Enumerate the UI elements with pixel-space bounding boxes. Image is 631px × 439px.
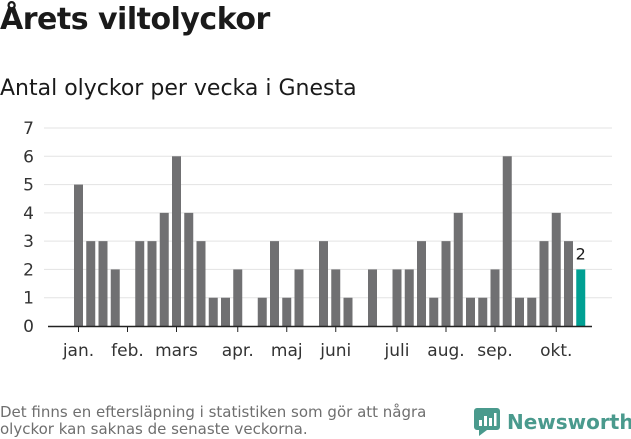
- chart-title: Årets viltolyckor: [0, 2, 270, 37]
- y-tick-label: 1: [23, 289, 34, 309]
- bar: [441, 241, 451, 326]
- bar: [429, 297, 439, 326]
- bar: [478, 297, 488, 326]
- bar: [159, 212, 169, 326]
- x-tick-label: aug.: [427, 341, 464, 360]
- bar: [527, 297, 537, 326]
- bar: [539, 241, 549, 326]
- bar: [453, 212, 463, 326]
- bar: [392, 269, 402, 326]
- bar: [466, 297, 475, 326]
- y-tick-label: 2: [23, 260, 34, 280]
- bar: [172, 156, 181, 326]
- x-tick-label: apr.: [222, 341, 254, 360]
- bar: [196, 241, 206, 326]
- x-tick-label: juni: [319, 341, 351, 360]
- bar: [147, 241, 157, 326]
- y-tick-label: 6: [23, 147, 34, 167]
- bar: [184, 212, 194, 326]
- bar: [368, 269, 377, 326]
- bar: [257, 297, 267, 326]
- bar: [564, 241, 573, 326]
- x-tick-label: juli: [384, 341, 410, 360]
- bar: [270, 241, 279, 326]
- bar-chart: 0 1 2 3 4 5 6 7 2 jan. feb. mars apr. maj juni juli aug.…: [23, 119, 612, 360]
- x-tick-label: jan.: [62, 341, 94, 360]
- newsworthy-brand[interactable]: Newsworthy: [474, 405, 631, 439]
- bar: [135, 241, 145, 326]
- newsworthy-logo-icon: [474, 408, 500, 436]
- bar: [110, 269, 120, 326]
- bar: [502, 156, 512, 326]
- x-tick-label: mars: [155, 341, 198, 360]
- brand-name: Newsworthy: [507, 410, 631, 434]
- bar: [331, 269, 341, 326]
- bar: [208, 297, 218, 326]
- x-tick-label: maj: [271, 341, 303, 360]
- bar: [343, 297, 353, 326]
- bar: [74, 184, 83, 326]
- bar: [221, 297, 230, 326]
- x-tick-label: okt.: [540, 341, 572, 360]
- chart-subtitle: Antal olyckor per vecka i Gnesta: [0, 76, 357, 101]
- bar-highlight: [576, 269, 586, 326]
- bar: [490, 269, 500, 326]
- bar: [294, 269, 304, 326]
- bar: [404, 269, 414, 326]
- bar: [282, 297, 292, 326]
- x-tick-label: feb.: [111, 341, 144, 360]
- footnote: Det finns en eftersläpning i statistiken…: [0, 403, 427, 438]
- y-tick-label: 3: [23, 232, 34, 252]
- y-tick-label: 7: [23, 119, 34, 139]
- bar: [515, 297, 524, 326]
- bar: [98, 241, 108, 326]
- bar: [551, 212, 561, 326]
- bar: [86, 241, 96, 326]
- bar: [233, 269, 243, 326]
- y-tick-label: 5: [23, 176, 34, 196]
- bar: [417, 241, 426, 326]
- y-tick-label: 0: [23, 317, 34, 337]
- x-tick-label: sep.: [477, 341, 513, 360]
- bar: [319, 241, 328, 326]
- y-tick-label: 4: [23, 204, 34, 224]
- data-label: 2: [576, 244, 586, 263]
